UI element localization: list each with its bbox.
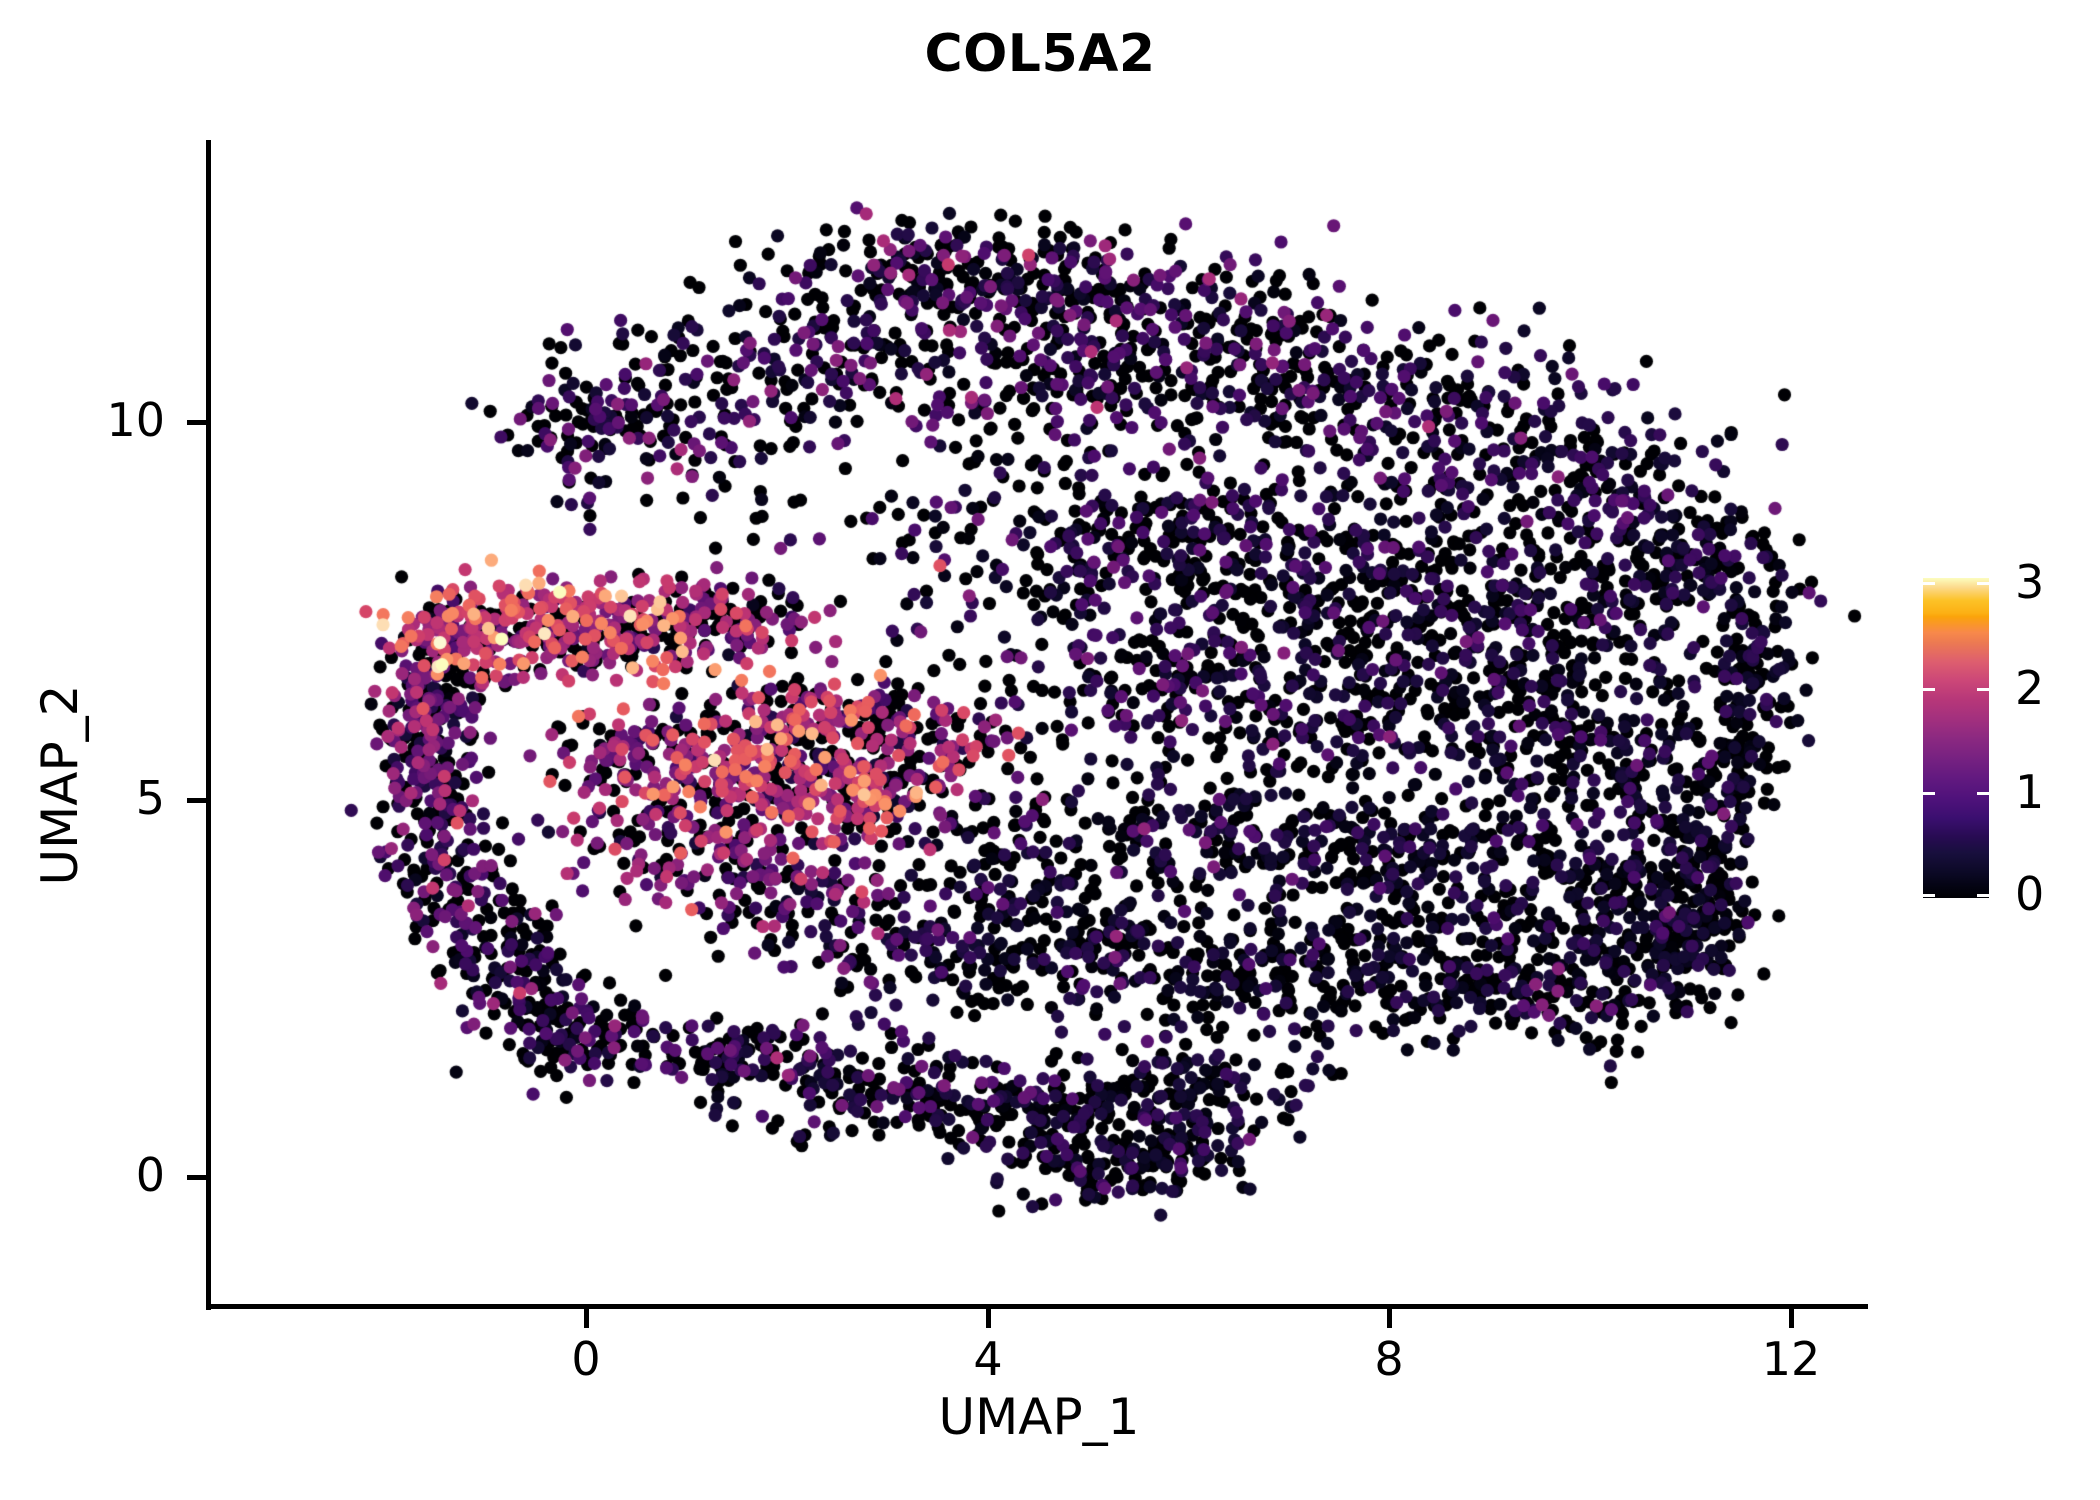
colorbar-tick-3-left — [1923, 582, 1935, 585]
x-axis-spine — [206, 1304, 1868, 1309]
colorbar: 3 2 1 0 — [1923, 559, 2100, 917]
scatter-points-layer — [210, 140, 1868, 1307]
colorbar-label-2: 2 — [2015, 661, 2045, 715]
colorbar-tick-0-right — [1977, 894, 1989, 897]
colorbar-tick-3-right — [1977, 582, 1989, 585]
x-tick-label-0: 0 — [571, 1332, 601, 1386]
x-tick-mark-4 — [986, 1309, 991, 1328]
x-tick-label-8: 8 — [1374, 1332, 1404, 1386]
x-axis-label: UMAP_1 — [938, 1388, 1140, 1446]
y-tick-label-10: 10 — [106, 393, 165, 447]
y-tick-mark-5 — [187, 798, 206, 803]
scatter-plot-area — [210, 140, 1868, 1307]
page-title: COL5A2 — [924, 24, 1156, 84]
y-axis-label: UMAP_2 — [31, 684, 89, 886]
colorbar-tick-1-left — [1923, 792, 1935, 795]
colorbar-tick-2-right — [1977, 688, 1989, 691]
colorbar-label-3: 3 — [2015, 555, 2045, 609]
y-tick-label-5: 5 — [135, 771, 165, 825]
colorbar-tick-0-left — [1923, 894, 1935, 897]
y-axis-spine — [206, 140, 211, 1310]
x-tick-mark-8 — [1387, 1309, 1392, 1328]
x-tick-label-12: 12 — [1761, 1332, 1821, 1386]
colorbar-label-1: 1 — [2015, 765, 2045, 819]
x-tick-label-4: 4 — [973, 1332, 1003, 1386]
x-tick-mark-0 — [584, 1309, 589, 1328]
colorbar-gradient — [1923, 578, 1989, 898]
colorbar-tick-2-left — [1923, 688, 1935, 691]
x-tick-mark-12 — [1789, 1309, 1794, 1328]
y-tick-mark-10 — [187, 420, 206, 425]
colorbar-tick-1-right — [1977, 792, 1989, 795]
colorbar-label-0: 0 — [2015, 867, 2045, 921]
y-tick-mark-0 — [187, 1175, 206, 1180]
y-tick-label-0: 0 — [135, 1148, 165, 1202]
